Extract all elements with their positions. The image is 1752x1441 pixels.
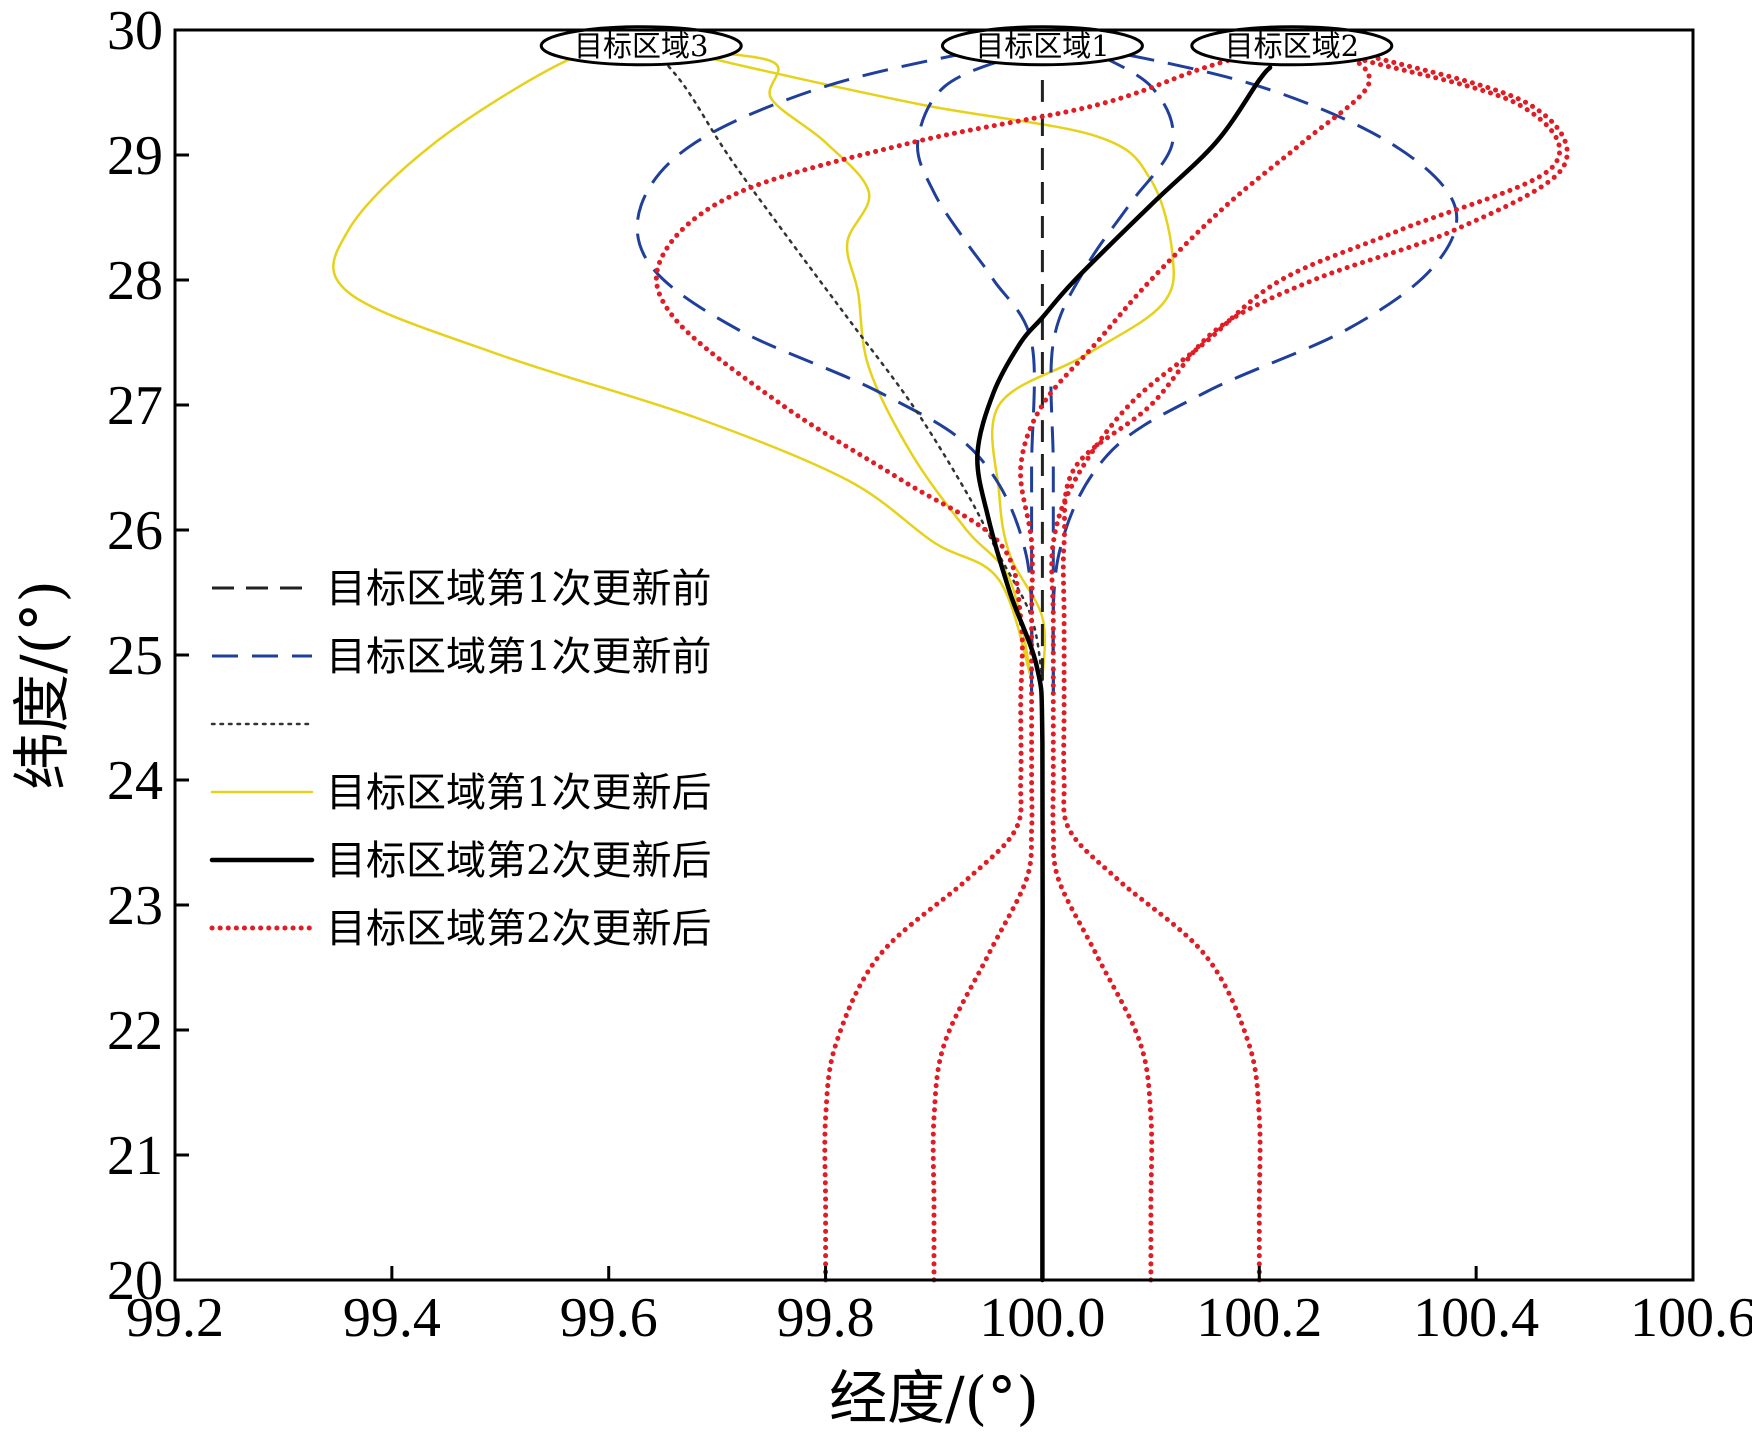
- target-region-label: 目标区域1: [975, 29, 1109, 63]
- y-tick-label: 29: [107, 125, 163, 187]
- series-line-7: [650, 47, 1033, 682]
- x-tick-label: 100.6: [1630, 1287, 1752, 1349]
- legend-label: 目标区域第2次更新后: [326, 906, 711, 952]
- legend-label: 目标区域第1次更新后: [326, 770, 711, 816]
- target-region-2: 目标区域1: [940, 25, 1144, 67]
- y-tick-label: 25: [107, 625, 163, 687]
- series-line-12: [1049, 40, 1563, 1283]
- y-tick-label: 26: [107, 500, 163, 562]
- x-tick-label: 99.2: [126, 1287, 224, 1349]
- series-line-2: [1049, 47, 1175, 693]
- target-region-ellipse: [940, 25, 1144, 67]
- y-tick-label: 30: [107, 0, 163, 62]
- legend-label: 目标区域第2次更新后: [326, 838, 711, 884]
- target-region-layer: 目标区域3 目标区域1 目标区域2: [539, 25, 1394, 67]
- legend-item-3: 目标区域第1次更新后: [210, 770, 711, 816]
- series-line-3: [635, 41, 1043, 693]
- target-region-3: 目标区域2: [1190, 25, 1394, 67]
- y-tick-label: 27: [107, 375, 163, 437]
- target-region-label: 目标区域2: [1225, 29, 1359, 63]
- axis-ticks: 99.2 99.4 99.6 99.8 100.0 100.2 100.4 100.6 20 21…: [107, 0, 1752, 1349]
- y-tick-label: 20: [107, 1250, 163, 1312]
- legend-label: 目标区域第1次更新前: [326, 634, 711, 680]
- target-region-ellipse: [1190, 25, 1394, 67]
- series-layer: [332, 40, 1570, 1283]
- legend-item-5: 目标区域第2次更新后: [209, 906, 711, 952]
- y-tick-label: 24: [107, 750, 163, 812]
- target-region-label: 目标区域3: [574, 29, 708, 63]
- y-tick-label: 21: [107, 1125, 163, 1187]
- x-axis-label: 经度/(°): [829, 1364, 1039, 1432]
- target-region-ellipse: [539, 25, 743, 67]
- y-tick-label: 28: [107, 250, 163, 312]
- series-line-13: [1060, 40, 1570, 1283]
- series-line-underlay: [1061, 41, 1569, 1282]
- x-tick-label: 100.0: [979, 1287, 1105, 1349]
- x-tick-label: 99.4: [343, 1287, 441, 1349]
- series-line-4: [1042, 41, 1459, 693]
- y-tick-label: 22: [107, 1000, 163, 1062]
- series-line-6: [332, 47, 1033, 682]
- legend-item-4: 目标区域第2次更新后: [209, 838, 711, 884]
- x-tick-label: 100.2: [1196, 1287, 1322, 1349]
- series-line-9: [975, 65, 1273, 1283]
- series-line-8: [672, 47, 1175, 682]
- x-tick-label: 99.8: [777, 1287, 875, 1349]
- legend-item-0: 目标区域第1次更新前: [212, 566, 711, 612]
- series-line-10: [653, 40, 1295, 1283]
- target-region-1: 目标区域3: [539, 25, 743, 67]
- legend-label: 目标区域第1次更新前: [326, 566, 711, 612]
- x-tick-label: 99.6: [560, 1287, 658, 1349]
- x-tick-label: 100.4: [1413, 1287, 1539, 1349]
- series-line-11: [930, 40, 1372, 1283]
- y-axis-label: 纬度/(°): [8, 580, 76, 790]
- y-tick-label: 23: [107, 875, 163, 937]
- series-line-underlay: [654, 41, 1294, 1282]
- legend: 目标区域第1次更新前目标区域第1次更新前目标区域第1次更新后目标区域第2次更新后…: [209, 566, 711, 952]
- series-line-5: [650, 47, 1044, 682]
- legend-item-1: 目标区域第1次更新前: [212, 634, 711, 680]
